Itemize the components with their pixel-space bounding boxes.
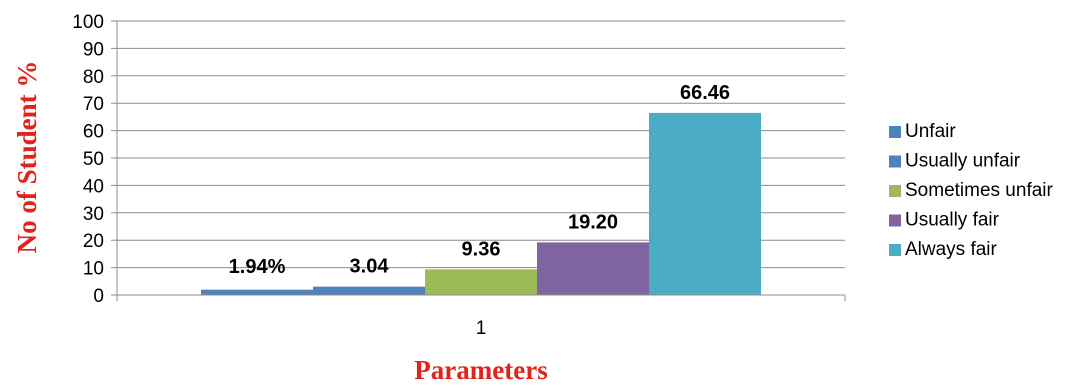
y-tick-label: 30 <box>83 204 104 225</box>
legend-label: Usually fair <box>905 210 1000 231</box>
y-tick-labels: 0 10 20 30 40 50 60 70 80 90 100 <box>72 12 104 307</box>
legend-swatch <box>889 244 901 256</box>
y-axis-title: No of Student % <box>12 61 42 254</box>
axes <box>111 20 846 301</box>
data-label: 3.04 <box>350 256 390 278</box>
x-tick-label: 1 <box>476 318 487 339</box>
data-label: 1.94% <box>229 256 286 278</box>
legend-label: Unfair <box>905 121 956 142</box>
legend: Unfair Usually unfair Sometimes unfair Usua… <box>889 121 1054 260</box>
x-tick-labels: 1 <box>476 318 487 339</box>
bar <box>649 112 761 295</box>
y-tick-label: 50 <box>83 149 104 170</box>
y-tick-label: 20 <box>83 231 104 252</box>
bar <box>313 286 425 295</box>
legend-swatch <box>889 214 901 227</box>
bar <box>201 289 313 295</box>
data-label: 19.20 <box>568 211 618 233</box>
bar <box>425 269 537 295</box>
legend-swatch <box>889 126 901 138</box>
x-axis-title: Parameters <box>414 355 547 385</box>
y-tick-label: 40 <box>83 176 104 197</box>
y-tick-label: 100 <box>72 12 104 33</box>
legend-swatch <box>889 185 901 197</box>
data-label: 9.36 <box>462 238 501 260</box>
y-tick-label: 80 <box>83 67 104 88</box>
y-tick-label: 90 <box>83 39 104 60</box>
gridlines <box>117 20 845 269</box>
y-tick-label: 70 <box>83 94 104 115</box>
legend-label: Always fair <box>905 239 998 260</box>
bar <box>537 242 649 295</box>
data-label: 66.46 <box>680 82 730 104</box>
legend-label: Usually unfair <box>905 151 1021 172</box>
y-tick-label: 0 <box>93 286 104 307</box>
legend-swatch <box>889 155 901 168</box>
bars <box>201 112 761 295</box>
data-labels: 1.94% 3.04 9.36 19.20 66.46 <box>229 82 730 278</box>
y-tick-label: 10 <box>83 259 104 280</box>
legend-label: Sometimes unfair <box>905 180 1054 201</box>
y-tick-label: 60 <box>83 122 104 143</box>
